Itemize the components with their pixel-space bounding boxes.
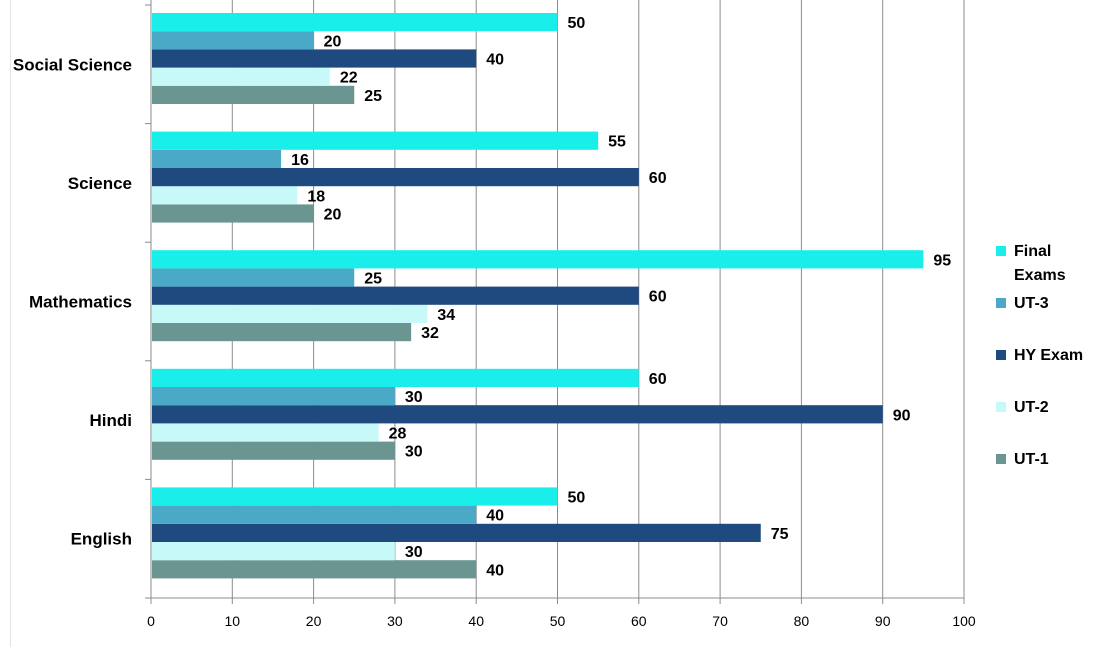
legend-swatch	[996, 350, 1006, 360]
data-label: 75	[771, 526, 789, 543]
bar	[152, 131, 599, 150]
bar	[152, 405, 883, 424]
category-label: Social Science	[13, 55, 132, 74]
legend-label: UT-3	[1014, 295, 1049, 312]
data-label: 60	[649, 170, 667, 187]
bar	[152, 441, 395, 460]
data-label: 16	[291, 152, 309, 169]
bar	[152, 268, 355, 287]
legend-item: Final Exams	[996, 240, 1094, 288]
data-label: 60	[649, 289, 667, 306]
data-label: 50	[568, 15, 586, 32]
data-label: 30	[405, 389, 423, 406]
data-label: 40	[486, 52, 504, 69]
bar	[152, 387, 395, 406]
bar	[152, 85, 355, 104]
data-label: 50	[568, 490, 586, 507]
legend-swatch	[996, 454, 1006, 464]
category-label: Hindi	[90, 411, 133, 430]
data-label: 30	[405, 544, 423, 561]
data-label: 34	[437, 307, 455, 324]
category-label: Science	[68, 174, 132, 193]
x-tick-label: 90	[875, 613, 891, 629]
x-tick-label: 0	[147, 613, 155, 629]
x-tick-label: 80	[794, 613, 810, 629]
data-label: 32	[421, 325, 439, 342]
bar	[152, 423, 379, 442]
legend-item: UT-1	[996, 448, 1094, 472]
category-label: Mathematics	[29, 293, 132, 312]
legend-swatch	[996, 298, 1006, 308]
bar	[152, 286, 639, 305]
bar	[152, 323, 412, 342]
x-tick-label: 70	[712, 613, 728, 629]
data-label: 30	[405, 444, 423, 461]
bar	[152, 505, 477, 524]
bar	[152, 250, 924, 269]
bar	[152, 523, 761, 542]
bar	[152, 67, 330, 86]
legend-item: UT-2	[996, 396, 1094, 420]
bar	[152, 49, 477, 68]
x-tick-label: 20	[306, 613, 322, 629]
bar	[152, 31, 314, 50]
bar	[152, 487, 558, 506]
data-label: 25	[364, 271, 382, 288]
bar	[152, 149, 282, 168]
bar	[152, 13, 558, 32]
legend-label: Final Exams	[1014, 243, 1066, 284]
data-label: 60	[649, 371, 667, 388]
bar	[152, 368, 639, 387]
bar	[152, 304, 428, 323]
x-tick-label: 40	[468, 613, 484, 629]
data-label: 20	[324, 207, 342, 224]
bar	[152, 560, 477, 579]
data-label: 40	[486, 508, 504, 525]
spreadsheet-gridline	[0, 0, 11, 647]
legend-item: HY Exam	[996, 344, 1094, 368]
x-tick-label: 30	[387, 613, 403, 629]
data-label: 22	[340, 70, 358, 87]
bar	[152, 186, 298, 205]
data-label: 55	[608, 134, 626, 151]
legend-swatch	[996, 402, 1006, 412]
x-tick-label: 60	[631, 613, 647, 629]
data-label: 28	[389, 426, 407, 443]
bars	[152, 13, 924, 579]
data-labels: 4030754050302890306032346025952018601655…	[291, 15, 951, 579]
legend-label: HY Exam	[1014, 347, 1084, 364]
data-label: 95	[933, 252, 951, 269]
category-label: English	[71, 530, 132, 549]
bar	[152, 542, 395, 561]
bar	[152, 204, 314, 223]
data-label: 20	[324, 33, 342, 50]
data-label: 25	[364, 88, 382, 105]
bar	[152, 168, 639, 187]
x-tick-label: 100	[952, 613, 976, 629]
legend-item: UT-3	[996, 292, 1094, 316]
legend-label: UT-1	[1014, 451, 1049, 468]
data-label: 40	[486, 562, 504, 579]
legend-label: UT-2	[1014, 399, 1049, 416]
x-tick-label: 50	[550, 613, 566, 629]
data-label: 18	[307, 188, 325, 205]
legend-swatch	[996, 246, 1006, 256]
x-tick-label: 10	[225, 613, 241, 629]
data-label: 90	[893, 407, 911, 424]
axes: 0 10 20 30 40 50 60 70 80 90 100 English Hindi Mathem…	[13, 0, 976, 629]
